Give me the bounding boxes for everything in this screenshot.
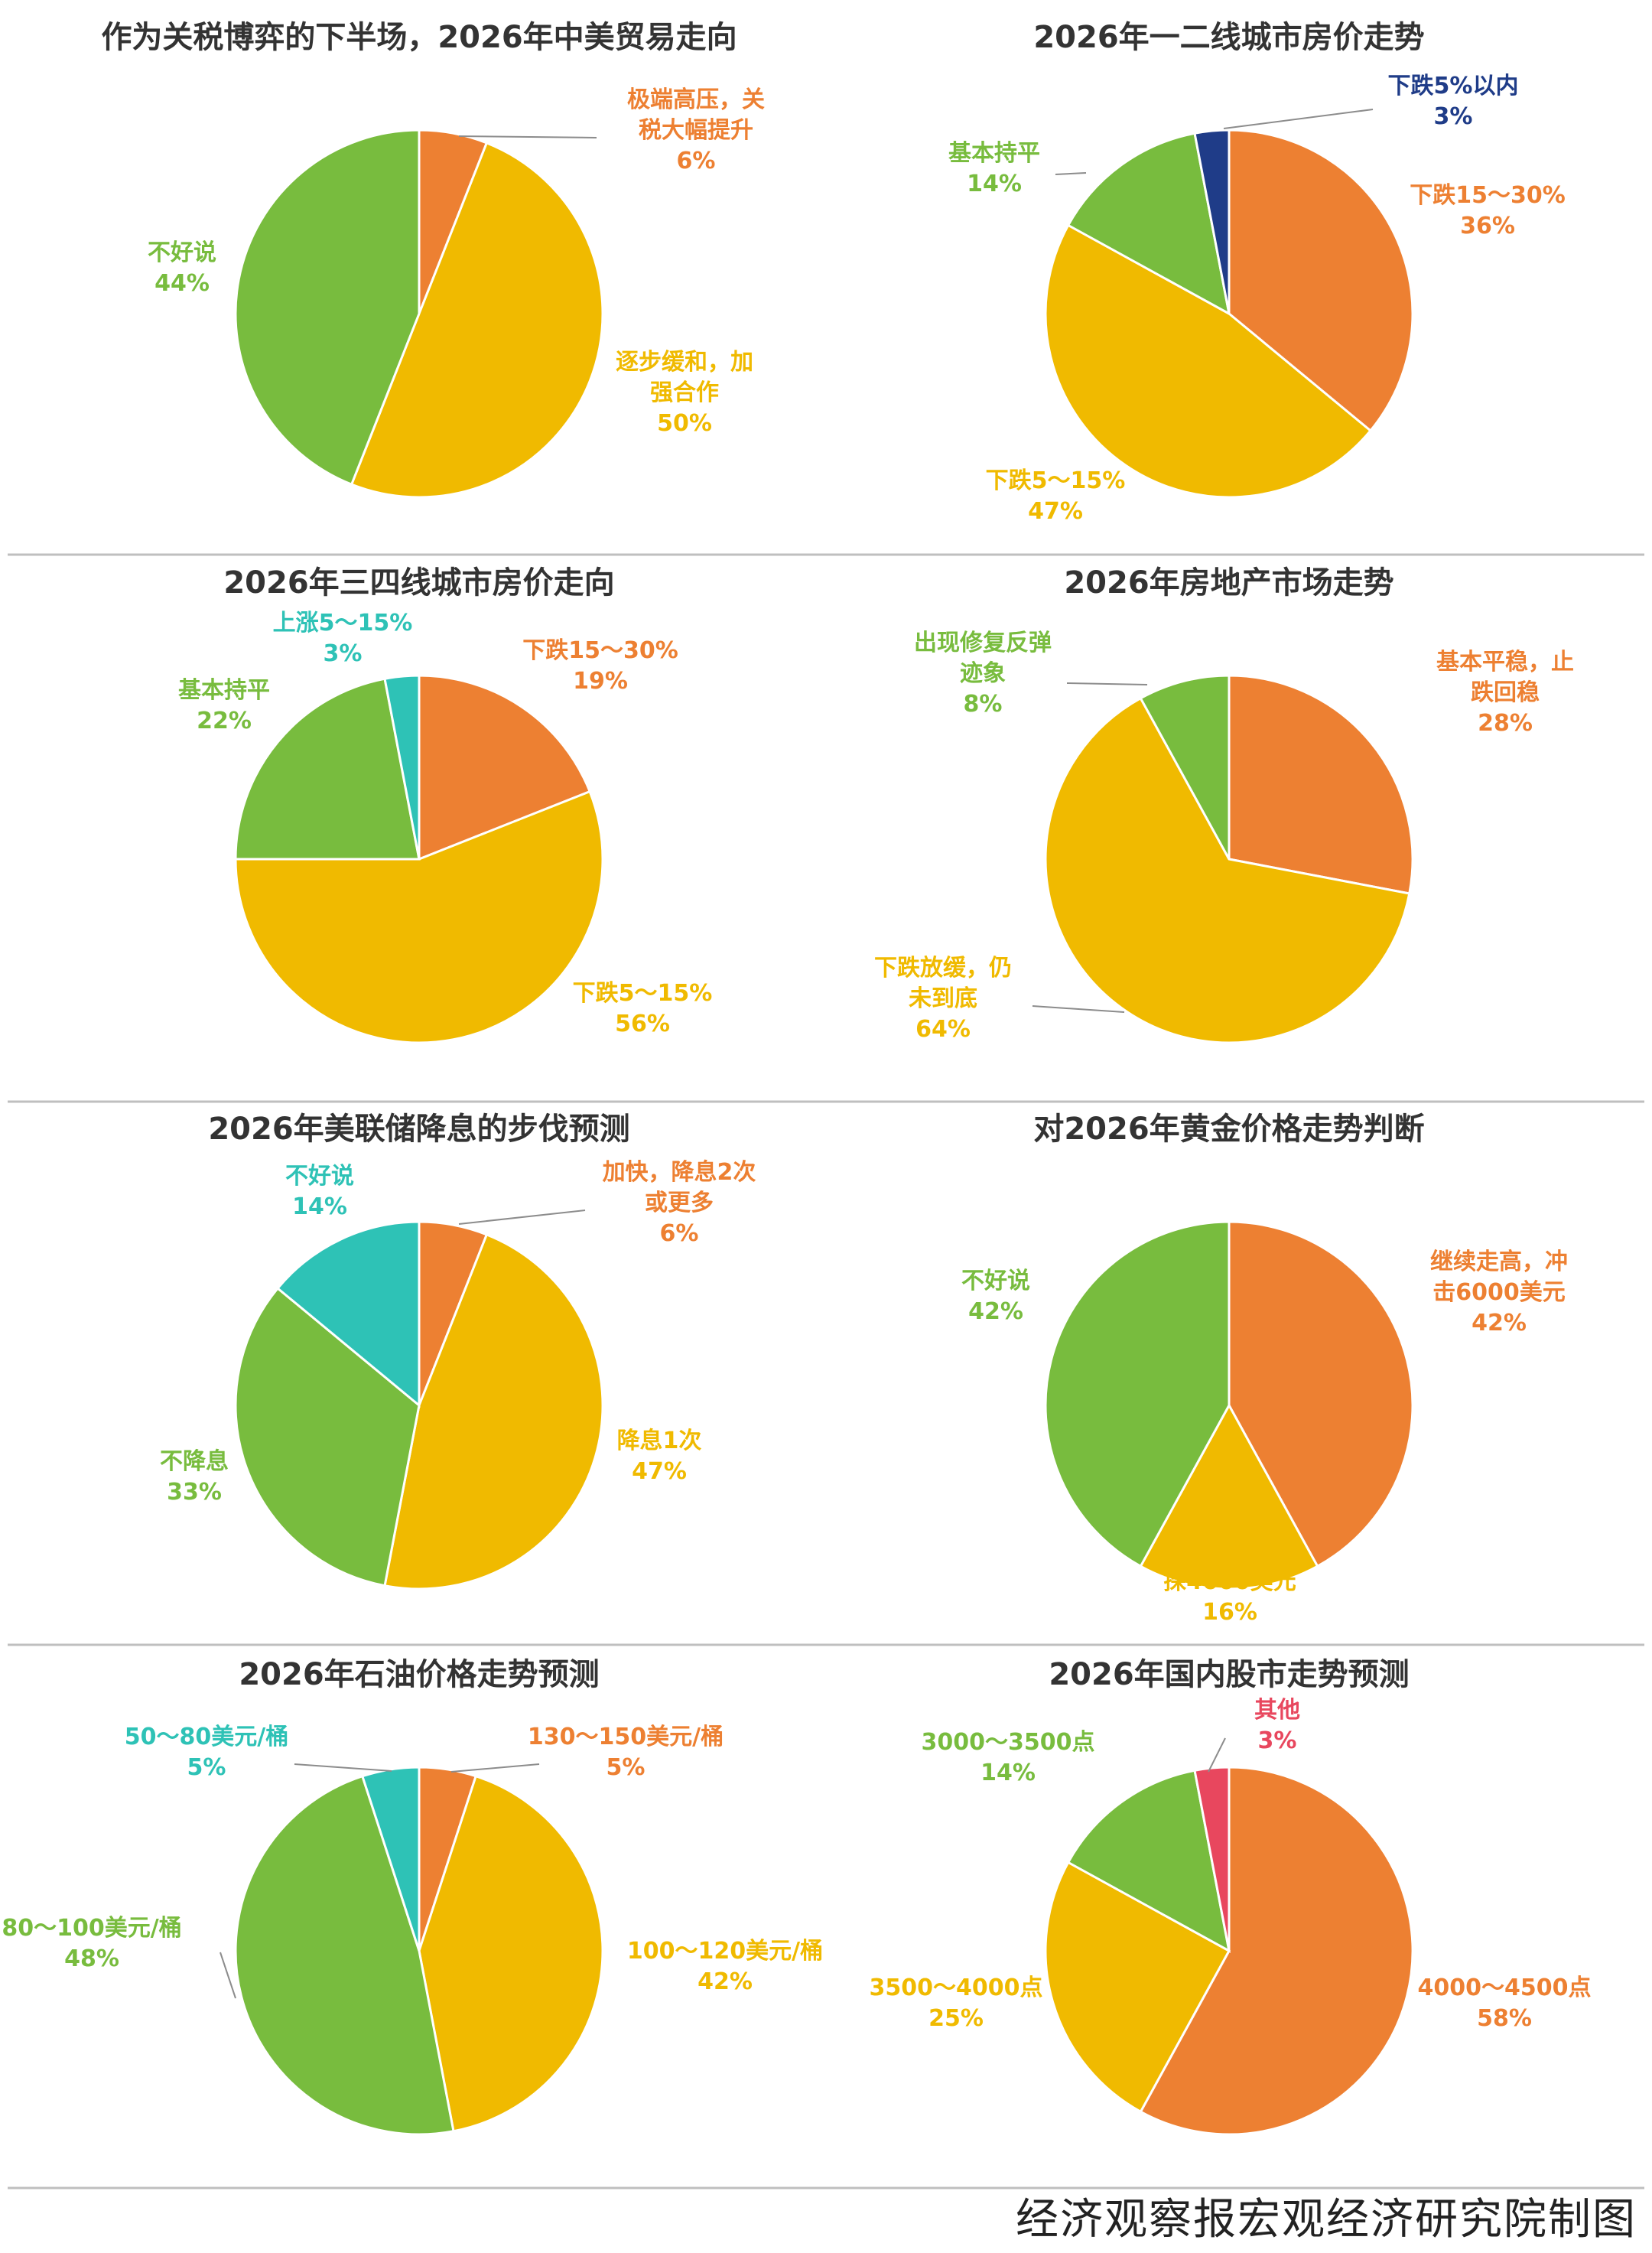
chart-title: 2026年美联储降息的步伐预测 [208, 1112, 629, 1147]
leader-line [220, 1952, 236, 1999]
pie-slice [234, 1774, 455, 2136]
data-label: 50～80美元/桶 5% [125, 1724, 288, 1781]
chart-title: 2026年三四线城市房价走向 [223, 565, 614, 601]
pie-slice [418, 674, 592, 861]
data-label: 100～120美元/桶 42% [627, 1938, 823, 1995]
pie-slice [234, 129, 421, 487]
pie-slice [1228, 674, 1414, 895]
pie-slice [1228, 1220, 1414, 1568]
leader-line [458, 1210, 586, 1225]
pie-slice [1193, 129, 1231, 314]
leader-line [1055, 172, 1087, 175]
data-label: 3500～4000点 25% [870, 1975, 1043, 2032]
pie-slice [1139, 1402, 1319, 1590]
data-label: 不好说 44% [148, 239, 216, 297]
data-label: 逐步缓和，加强合作 50% [616, 349, 753, 437]
pie-slice [234, 790, 604, 1044]
chart-title: 对2026年黄金价格走势判断 [1033, 1112, 1424, 1147]
pie-slice [1228, 129, 1414, 433]
leader-line [1223, 109, 1374, 129]
source-credit: 经济观察报宏观经济研究院制图 [1016, 2195, 1637, 2245]
leader-line [1032, 1005, 1125, 1013]
data-label: 出现修复反弹迹象 8% [914, 630, 1052, 718]
data-label: 基本持平 14% [948, 140, 1040, 197]
data-label: 其他 3% [1254, 1697, 1300, 1754]
chart-title: 作为关税博弈的下半场，2026年中美贸易走向 [101, 20, 737, 55]
chart-title: 2026年一二线城市房价走势 [1033, 20, 1424, 55]
data-label: 上涨5～15% 3% [273, 610, 413, 667]
pie-slice [418, 1774, 604, 2133]
data-label: 下跌5%以内 3% [1388, 73, 1519, 130]
data-label: 极端高压，关税大幅提升 6% [627, 86, 765, 174]
pie-slice [234, 677, 421, 861]
pie-chart-7: 2026年石油价格走势预测 130～150美元/桶 5% 100～120美元/桶 42%… [2, 1657, 823, 2136]
leader-line [1208, 1737, 1226, 1773]
pie-slice [1066, 132, 1231, 316]
chart-title: 2026年国内股市走势预测 [1049, 1657, 1409, 1692]
data-label: 130～150美元/桶 5% [528, 1724, 724, 1781]
data-label: 持续回落，下探4000美元 16% [1161, 1538, 1299, 1626]
pie-slice [1044, 1861, 1231, 2114]
data-label: 下跌5～15% 47% [986, 467, 1126, 525]
data-label: 3000～3500点 14% [922, 1729, 1095, 1786]
data-label: 下跌5～15% 56% [573, 980, 713, 1037]
pie-slice [1044, 696, 1411, 1044]
data-label: 不降息 33% [160, 1448, 229, 1506]
pie-chart-8: 2026年国内股市走势预测 4000～4500点 58% 3500～4000点 25% 3… [870, 1657, 1592, 2136]
chart-title: 2026年石油价格走势预测 [239, 1657, 599, 1692]
leader-line [450, 1763, 540, 1773]
pie-slice [1139, 674, 1231, 860]
chart-title: 2026年房地产市场走势 [1064, 565, 1393, 601]
data-label: 4000～4500点 58% [1418, 1975, 1592, 2032]
data-label: 下跌15～30% 36% [1410, 182, 1566, 239]
data-label: 下跌15～30% 19% [522, 637, 678, 695]
pie-slice [350, 141, 604, 499]
data-label: 降息1次 47% [617, 1428, 702, 1485]
pie-slice [275, 1220, 421, 1408]
data-label: 加快，降息2次或更多 6% [603, 1159, 756, 1247]
data-label: 继续走高，冲击6000美元 42% [1430, 1249, 1568, 1336]
data-label: 不好说 14% [285, 1163, 354, 1220]
pie-slice [1066, 1769, 1231, 1953]
pie-slice [360, 1766, 421, 1952]
leader-line [294, 1763, 392, 1772]
pie-slice [383, 674, 421, 860]
data-label: 80～100美元/桶 48% [2, 1915, 181, 1972]
pie-slice [1044, 223, 1373, 499]
pie-slice [1139, 1766, 1414, 2136]
data-label: 不好说 42% [961, 1268, 1030, 1325]
data-label: 下跌放缓，仍未到底 64% [874, 955, 1012, 1043]
pie-slice [1044, 1220, 1231, 1568]
leader-line [1066, 682, 1148, 685]
data-label: 基本平稳，止跌回稳 28% [1436, 649, 1574, 737]
pie-slice [234, 1286, 421, 1587]
leader-line [458, 135, 597, 138]
data-label: 基本持平 22% [178, 677, 270, 734]
pie-slice [383, 1232, 604, 1590]
pie-slice [1193, 1766, 1231, 1952]
